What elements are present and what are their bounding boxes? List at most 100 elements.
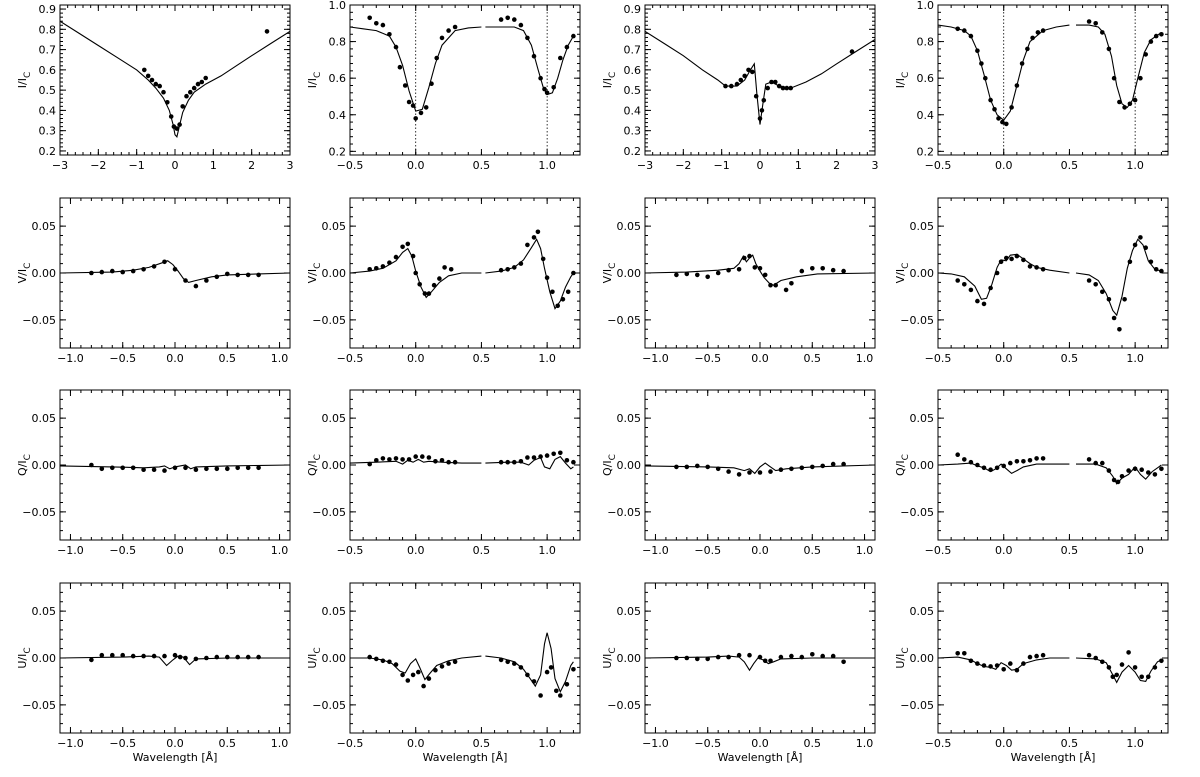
observed-point — [193, 656, 199, 662]
y-axis-label: I/IC — [16, 72, 33, 89]
observed-point — [420, 454, 425, 459]
observed-point — [380, 22, 386, 28]
observed-point — [400, 457, 405, 462]
x-tick-label: 0.5 — [219, 737, 237, 750]
y-tick-label: 0.05 — [617, 412, 642, 425]
observed-point — [518, 261, 524, 266]
observed-point — [406, 99, 412, 105]
y-tick-label: 0.8 — [624, 23, 642, 36]
panel-r1-c0: −1.0 −0.5 0.0 0.5 1.0 −0.05 0.00 0.05 V/IC — [16, 197, 291, 365]
observed-point — [367, 461, 373, 467]
observed-point — [962, 457, 967, 462]
x-tick-label: 0.5 — [219, 544, 237, 557]
observed-point — [538, 454, 543, 459]
observed-point — [1152, 665, 1158, 670]
observed-point — [962, 282, 967, 287]
x-tick-label: −0.5 — [337, 352, 364, 365]
observed-point — [235, 654, 240, 660]
x-tick-label: −0.5 — [694, 352, 721, 365]
plot-frame — [644, 4, 876, 156]
observed-point — [757, 470, 763, 475]
y-tick-label: 0.8 — [329, 36, 347, 49]
x-tick-label: −1.0 — [642, 737, 669, 750]
y-tick-label: −0.05 — [607, 699, 641, 712]
x-tick-label: −0.5 — [925, 159, 952, 172]
y-tick-label: 0.05 — [910, 220, 935, 233]
x-tick-label: 1.0 — [271, 352, 289, 365]
y-tick-label: 0.00 — [322, 267, 347, 280]
y-tick-label: 0.7 — [39, 44, 57, 57]
y-tick-label: 0.05 — [910, 605, 935, 618]
observed-point — [544, 275, 550, 281]
observed-point — [422, 291, 428, 296]
panel-r3-c3: −0.5 0.0 0.5 1.0 −0.05 0.00 0.05 U/IC Wavelength… — [894, 582, 1169, 764]
observed-point — [705, 656, 710, 662]
observed-point — [184, 93, 189, 99]
observed-point — [988, 285, 993, 291]
observed-point — [410, 103, 416, 108]
observed-point — [560, 297, 566, 302]
observed-point — [214, 274, 220, 280]
x-tick-label: 1.0 — [538, 544, 556, 557]
observed-point — [747, 470, 752, 475]
x-tick-label: 1.0 — [271, 737, 289, 750]
x-tick-label: 0.5 — [473, 544, 491, 557]
x-tick-label: 1.0 — [538, 352, 556, 365]
observed-point — [715, 466, 721, 472]
observed-point — [1009, 256, 1014, 262]
x-tick-label: 0.0 — [166, 352, 184, 365]
panel-r0-c1: −0.5 0.0 0.5 1.0 0.2 0.4 0.6 0.8 1.0 I/IC — [306, 0, 581, 172]
x-tick-label: 0.0 — [751, 352, 769, 365]
observed-point — [981, 301, 987, 307]
observed-point — [1027, 264, 1033, 269]
observed-point — [776, 83, 782, 89]
observed-point — [765, 85, 770, 91]
x-tick-label: 0.0 — [407, 737, 425, 750]
x-tick-label: 0.5 — [1061, 544, 1079, 557]
y-axis-label: U/IC — [306, 647, 323, 668]
observed-point — [367, 267, 373, 272]
observed-point — [1106, 46, 1112, 52]
observed-point — [759, 108, 765, 113]
observed-point — [405, 241, 411, 247]
y-tick-label: 0.4 — [39, 104, 57, 117]
plot-frame — [937, 197, 1169, 349]
observed-point — [968, 459, 974, 465]
y-tick-label: 0.00 — [32, 652, 57, 665]
observed-point — [1019, 61, 1025, 66]
observed-point — [393, 254, 399, 260]
observed-point — [151, 653, 157, 659]
y-axis-label: U/IC — [894, 647, 911, 668]
x-axis-label: Wavelength [Å] — [423, 751, 508, 764]
observed-point — [410, 672, 416, 678]
observed-point — [820, 266, 825, 271]
observed-point — [810, 266, 815, 271]
observed-point — [195, 81, 201, 87]
y-tick-label: 0.6 — [917, 72, 935, 85]
observed-point — [204, 466, 209, 472]
observed-point — [400, 244, 405, 250]
observed-point — [142, 67, 147, 73]
y-tick-label: 0.00 — [322, 652, 347, 665]
observed-point — [141, 653, 146, 659]
observed-point — [1159, 268, 1164, 274]
observed-point — [762, 272, 768, 278]
y-tick-label: 0.4 — [624, 104, 642, 117]
observed-point — [1106, 665, 1112, 670]
observed-point — [387, 457, 392, 462]
observed-point — [1040, 267, 1046, 272]
x-tick-label: −0.5 — [694, 737, 721, 750]
y-tick-label: 0.6 — [624, 64, 642, 77]
observed-point — [203, 75, 208, 81]
observed-point — [726, 469, 731, 474]
observed-point — [442, 265, 447, 270]
observed-point — [406, 457, 412, 462]
y-axis-label: V/IC — [306, 263, 323, 284]
x-tick-label: −0.5 — [109, 352, 136, 365]
observed-point — [380, 456, 386, 461]
observed-point — [555, 303, 560, 309]
observed-point — [1143, 52, 1148, 57]
observed-point — [397, 64, 403, 70]
observed-point — [225, 271, 230, 277]
x-tick-label: 0.5 — [473, 737, 491, 750]
